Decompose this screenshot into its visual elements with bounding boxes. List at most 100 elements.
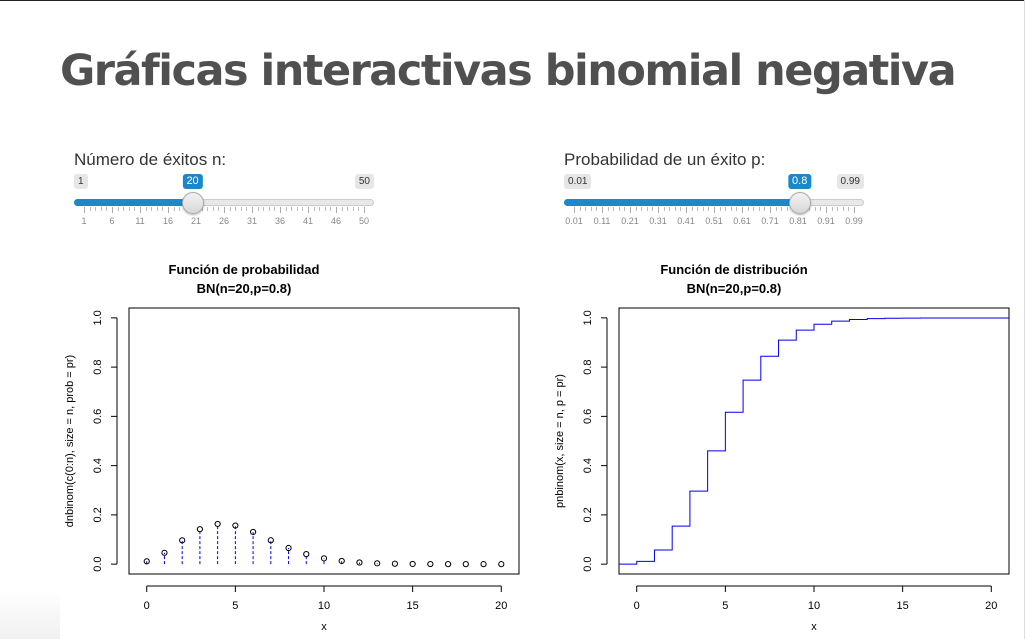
y-tick-label: 0.0 bbox=[582, 556, 594, 571]
slider-n-handle[interactable] bbox=[181, 192, 204, 214]
slider-tick-label: 21 bbox=[190, 216, 202, 226]
y-axis-label: dnbinom(c(0:n), size = n, prob = pr) bbox=[64, 355, 76, 527]
slider-tick-label: 31 bbox=[246, 216, 258, 226]
slider-minor-tick bbox=[246, 207, 248, 211]
slider-minor-tick bbox=[753, 207, 755, 211]
pmf-point bbox=[249, 528, 257, 536]
slider-tick-label: 0.71 bbox=[761, 216, 779, 226]
slider-minor-tick bbox=[697, 207, 699, 211]
slider-minor-tick bbox=[764, 207, 766, 211]
slider-minor-tick bbox=[274, 207, 276, 211]
slider-n-ticks bbox=[74, 207, 374, 217]
slider-minor-tick bbox=[842, 207, 844, 211]
window-corner-shade bbox=[0, 590, 60, 639]
slider-minor-tick bbox=[128, 207, 130, 211]
slider-minor-tick bbox=[635, 207, 637, 211]
slider-minor-tick bbox=[341, 207, 343, 211]
slider-tick-label: 11 bbox=[135, 216, 145, 226]
slider-minor-tick bbox=[618, 207, 620, 211]
y-tick-label: 0.8 bbox=[92, 359, 104, 374]
slider-n-value: 20 bbox=[182, 174, 203, 189]
slider-minor-tick bbox=[590, 207, 592, 211]
slider-minor-tick bbox=[680, 207, 682, 211]
plot-frame bbox=[128, 307, 520, 575]
slider-major-tick bbox=[658, 207, 659, 213]
slider-minor-tick bbox=[100, 207, 102, 211]
plot-frame bbox=[618, 307, 1010, 575]
slider-n-label: Número de éxitos n: bbox=[74, 150, 227, 169]
pmf-point bbox=[374, 560, 381, 567]
chart-subtitle: BN(n=20,p=0.8) bbox=[687, 281, 782, 296]
y-tick-label: 0.4 bbox=[92, 458, 104, 473]
slider-minor-tick bbox=[285, 207, 287, 211]
pmf-point bbox=[462, 561, 469, 568]
slider-tick-label: 0.01 bbox=[565, 216, 583, 226]
slider-n-max-label: 50 bbox=[354, 174, 374, 189]
page-title: Gráficas interactivas binomial negativa bbox=[60, 46, 957, 96]
slider-minor-tick bbox=[257, 207, 259, 211]
y-axis-label: pnbinom(x, size = n, p = pr) bbox=[554, 374, 566, 508]
slider-major-tick bbox=[630, 207, 631, 213]
slider-minor-tick bbox=[235, 207, 237, 211]
distribution-function-chart: Función de distribución BN(n=20,p=0.8) 0 5 1… bbox=[554, 262, 1010, 633]
slider-minor-tick bbox=[596, 207, 598, 211]
y-tick-label: 0.6 bbox=[92, 409, 104, 424]
slider-minor-tick bbox=[151, 207, 153, 211]
x-tick-label: 15 bbox=[897, 600, 909, 612]
pmf-point bbox=[267, 537, 274, 544]
slider-major-tick bbox=[686, 207, 687, 213]
window-top-border bbox=[0, 0, 1025, 1]
slider-tick-label: 0.11 bbox=[593, 216, 611, 226]
slider-minor-tick bbox=[719, 207, 721, 211]
slider-minor-tick bbox=[663, 207, 665, 211]
slider-p-handle[interactable] bbox=[788, 192, 811, 214]
slider-minor-tick bbox=[313, 207, 315, 211]
slider-minor-tick bbox=[702, 207, 704, 211]
slider-minor-tick bbox=[758, 207, 760, 211]
slider-minor-tick bbox=[669, 207, 671, 211]
slider-minor-tick bbox=[352, 207, 354, 211]
slider-p-fill bbox=[564, 199, 800, 206]
slider-p-value: 0.8 bbox=[788, 174, 812, 189]
slider-minor-tick bbox=[162, 207, 164, 211]
slider-tick-label: 6 bbox=[109, 216, 115, 226]
x-axis-label: x bbox=[811, 621, 817, 633]
slider-p-min-label: 0.01 bbox=[564, 174, 592, 189]
pmf-point bbox=[480, 561, 487, 568]
slider-minor-tick bbox=[173, 207, 175, 211]
pmf-point bbox=[214, 520, 221, 528]
pmf-point bbox=[303, 551, 310, 558]
x-tick-label: 20 bbox=[495, 600, 507, 612]
slider-minor-tick bbox=[218, 207, 220, 211]
slider-tick-label: 0.21 bbox=[621, 216, 639, 226]
slider-major-tick bbox=[308, 207, 309, 213]
slider-tick-label: 0.41 bbox=[677, 216, 695, 226]
slider-minor-tick bbox=[708, 207, 710, 211]
slider-minor-tick bbox=[179, 207, 181, 211]
slider-major-tick bbox=[168, 207, 169, 213]
y-tick-label: 0.2 bbox=[582, 507, 594, 522]
slider-n-fill bbox=[74, 199, 193, 206]
y-tick-label: 1.0 bbox=[582, 310, 594, 325]
slider-minor-tick bbox=[820, 207, 822, 211]
x-tick-label: 0 bbox=[144, 600, 150, 612]
x-tick-label: 15 bbox=[407, 600, 419, 612]
slider-p-max-label: 0.99 bbox=[836, 174, 864, 189]
x-tick-label: 0 bbox=[634, 600, 640, 612]
slider-minor-tick bbox=[641, 207, 643, 211]
slider-minor-tick bbox=[319, 207, 321, 211]
chart-title: Función de distribución bbox=[660, 262, 807, 277]
slider-minor-tick bbox=[134, 207, 136, 211]
pmf-point bbox=[409, 560, 416, 568]
slider-minor-tick bbox=[725, 207, 727, 211]
x-tick-label: 20 bbox=[985, 600, 997, 612]
slider-minor-tick bbox=[296, 207, 298, 211]
slider-p-block: Probabilidad de un éxito p: 0.01 0.99 0.… bbox=[564, 150, 864, 240]
slider-minor-tick bbox=[123, 207, 125, 211]
pmf-point bbox=[356, 559, 363, 566]
slider-minor-tick bbox=[229, 207, 231, 211]
pmf-point bbox=[161, 549, 168, 556]
slider-tick-label: 36 bbox=[274, 216, 286, 226]
slider-minor-tick bbox=[613, 207, 615, 211]
pmf-point bbox=[285, 544, 292, 552]
